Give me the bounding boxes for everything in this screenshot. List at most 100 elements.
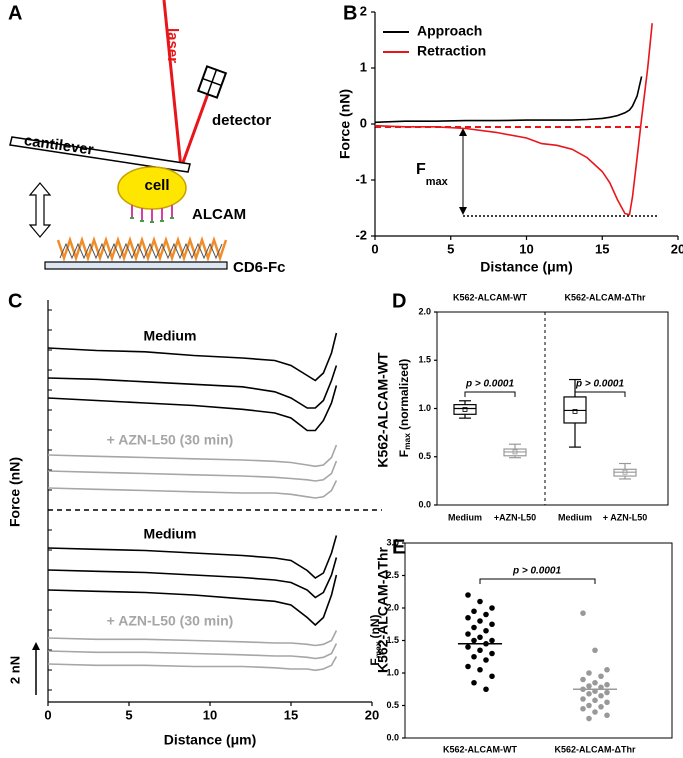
annotation-sub: max <box>426 176 449 188</box>
data-point <box>465 644 471 650</box>
data-point <box>592 679 598 686</box>
data-point <box>598 704 604 710</box>
data-point <box>477 618 483 624</box>
data-point <box>586 670 592 676</box>
data-point <box>471 624 477 631</box>
force-trace <box>47 365 338 409</box>
x-tick-label: Medium <box>558 512 592 522</box>
force-trace <box>47 480 338 499</box>
x-tick-label: +AZN-L50 <box>494 512 536 522</box>
force-trace <box>47 656 338 672</box>
y-tick-label: 1 <box>360 59 367 74</box>
data-point <box>586 683 592 689</box>
receptors <box>130 205 174 223</box>
data-point <box>465 592 471 598</box>
data-point <box>598 692 604 699</box>
scale-bar-label: 2 nN <box>7 656 22 684</box>
data-point <box>580 676 586 683</box>
x-tick-label: 10 <box>203 707 217 722</box>
laser-label: laser <box>164 28 181 63</box>
data-line <box>374 23 653 216</box>
panel-label: D <box>392 290 406 312</box>
data-point <box>465 631 471 637</box>
y-tick-label: 2.5 <box>386 570 399 580</box>
data-point <box>483 657 489 663</box>
data-point <box>489 621 495 628</box>
laser-beam <box>179 87 212 169</box>
box <box>453 404 477 415</box>
condition-label: + AZN-L50 (30 min) <box>107 432 234 448</box>
data-point <box>465 663 471 670</box>
data-point <box>483 686 489 693</box>
x-tick-label: + AZN-L50 <box>603 512 647 522</box>
y-tick-label: 1.5 <box>418 355 431 365</box>
force-trace <box>47 630 338 647</box>
y-axis-label: Force (nN) <box>337 89 353 159</box>
y-tick-label: -2 <box>355 227 367 242</box>
data-point <box>477 647 483 654</box>
x-tick-label: 20 <box>671 241 683 256</box>
legend-label: Retraction <box>417 43 486 59</box>
x-tick-label: 5 <box>447 241 454 256</box>
arrow-head <box>32 642 40 650</box>
x-tick-label: K562-ALCAM-ΔThr <box>555 744 636 754</box>
y-tick-label: 2.0 <box>386 602 399 612</box>
y-axis-label: Fmax (normalized) <box>397 359 412 457</box>
data-point <box>471 653 477 660</box>
detector-label: detector <box>212 112 271 129</box>
receptor-label: ALCAM <box>192 206 246 223</box>
annotation: Fmax <box>416 161 449 188</box>
condition-label: + AZN-L50 (30 min) <box>107 613 234 629</box>
condition-label: Medium <box>144 526 197 542</box>
significance-label: p > 0.0001 <box>575 379 625 390</box>
annotation-main: F <box>416 161 426 178</box>
arrow-head <box>459 128 467 136</box>
data-point <box>489 673 495 680</box>
data-point <box>465 614 471 621</box>
y-tick-label: 1.0 <box>386 667 399 677</box>
y-tick-label: 1.0 <box>418 403 431 413</box>
box-mean <box>622 469 628 475</box>
data-point <box>483 611 489 618</box>
substrate-label: CD6-Fc <box>233 259 286 276</box>
x-tick-label: 15 <box>595 241 609 256</box>
x-tick-label: Medium <box>448 512 482 522</box>
x-tick-label: 0 <box>371 241 378 256</box>
group-label: K562-ALCAM-WT <box>375 352 391 468</box>
cantilever-bar <box>9 136 191 173</box>
x-tick-label: 20 <box>365 707 379 722</box>
x-tick-label: 10 <box>519 241 533 256</box>
panel-label: E <box>392 536 405 558</box>
force-trace <box>47 332 338 382</box>
data-point <box>477 666 483 673</box>
data-point <box>471 679 477 686</box>
y-axis-label: Force (nN) <box>7 457 23 527</box>
data-point <box>604 699 610 706</box>
data-point <box>489 650 495 657</box>
data-point <box>489 637 495 644</box>
y-tick-label: 0.0 <box>418 499 431 509</box>
force-trace <box>47 535 338 580</box>
label-rest: (normalized) <box>397 359 411 430</box>
cell-label: cell <box>144 177 169 194</box>
force-trace <box>47 574 338 627</box>
y-tick-label: 0.0 <box>386 732 399 742</box>
laser-beam <box>162 0 183 169</box>
data-point <box>586 715 592 722</box>
label-main: F <box>397 450 411 457</box>
data-point <box>592 647 598 654</box>
box-mean <box>462 407 468 412</box>
y-tick-label: -1 <box>355 171 367 186</box>
data-point <box>580 696 586 702</box>
data-point <box>477 598 483 605</box>
data-point <box>586 702 592 709</box>
cd6-fc-layer <box>56 236 228 262</box>
arrow-head <box>459 207 467 215</box>
y-tick-label: 0 <box>360 115 367 130</box>
force-trace <box>47 444 338 468</box>
x-tick-label: K562-ALCAM-WT <box>443 744 517 754</box>
y-tick-label: 0.5 <box>386 700 399 710</box>
force-trace <box>47 557 338 599</box>
x-axis-label: Distance (μm) <box>480 259 573 275</box>
x-tick-label: 0 <box>44 707 51 722</box>
